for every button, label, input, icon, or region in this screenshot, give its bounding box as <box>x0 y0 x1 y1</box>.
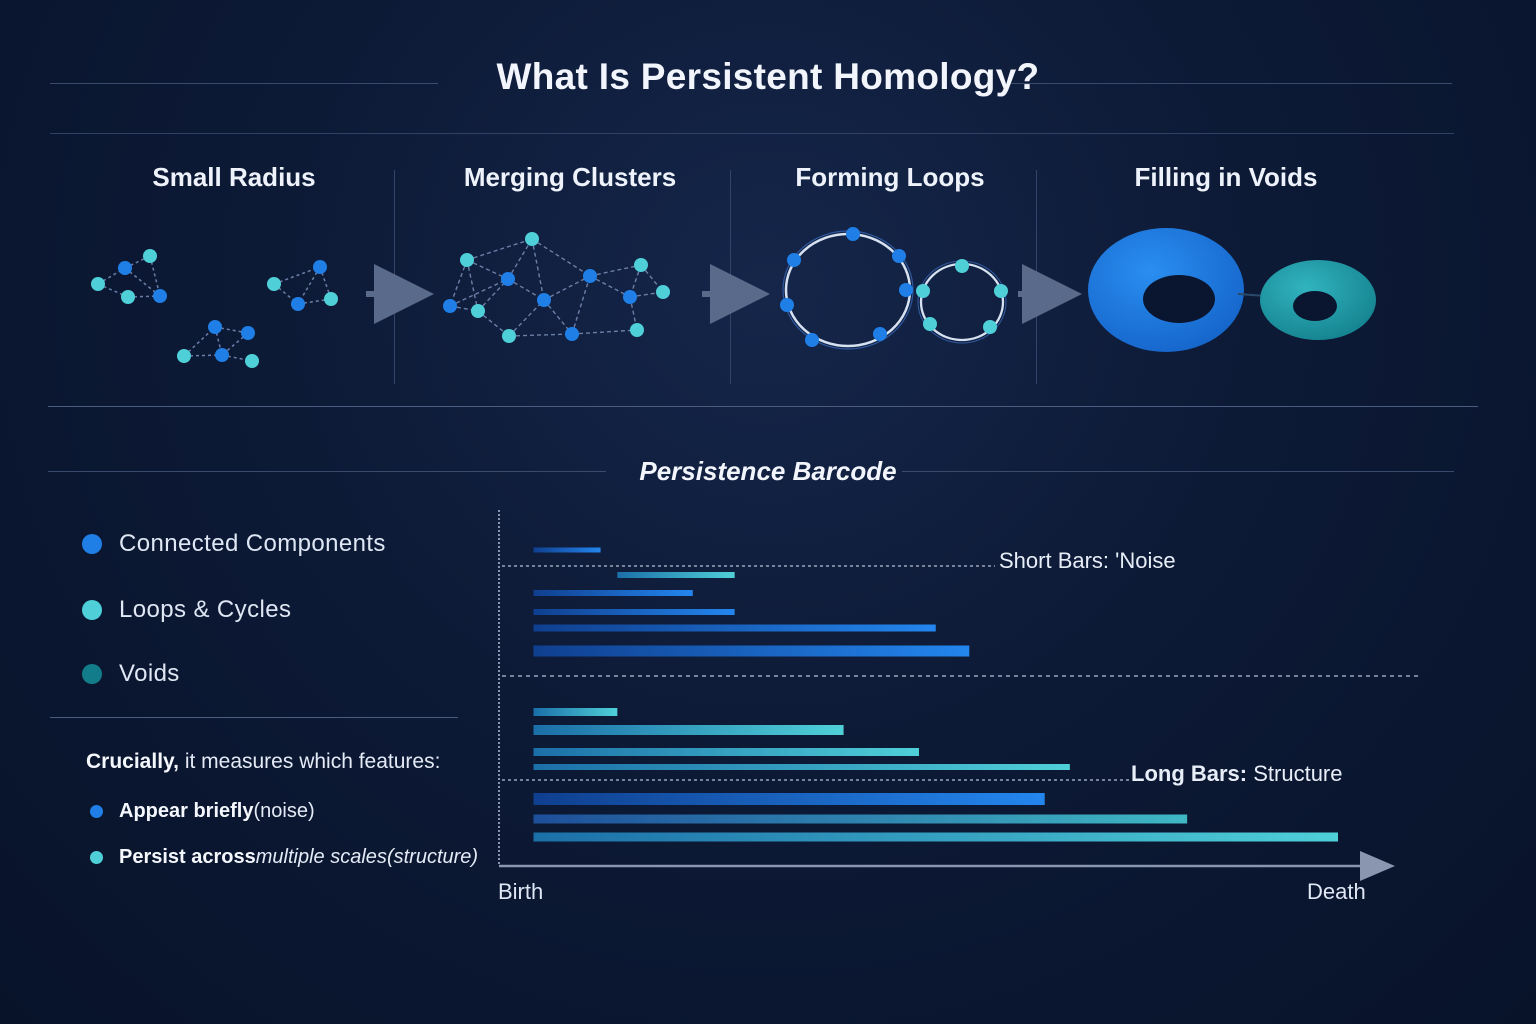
x-axis-birth-label: Birth <box>498 879 544 904</box>
bullet-dot <box>90 805 103 818</box>
legend-dot-components <box>82 534 102 554</box>
short-bars-annotation: Short Bars: 'Noise <box>999 548 1176 574</box>
legend-item-voids: Voids <box>82 654 180 694</box>
legend-label: Loops & Cycles <box>119 596 292 623</box>
legend-divider <box>50 717 458 718</box>
bullet-dot <box>90 851 103 864</box>
barcode-chart <box>498 510 1422 881</box>
barcode-bar-void <box>533 814 1188 824</box>
barcode-bar-component <box>533 547 601 553</box>
page-title: What Is Persistent Homology? <box>496 56 1040 97</box>
barcode-bar-component <box>533 793 1045 805</box>
barcode-bar-loop <box>533 708 618 716</box>
legend-label: Connected Components <box>119 530 386 557</box>
barcode-bar-loop <box>533 832 1338 842</box>
short-bars-label-bold: Short Bars: <box>999 548 1110 573</box>
item1-rest: (noise) <box>253 800 315 822</box>
long-bars-label-bold: Long Bars: <box>1131 761 1248 786</box>
long-bars-label-rest: Structure <box>1247 761 1343 786</box>
stage-title-filling-voids: Filling in Voids <box>1134 162 1318 192</box>
legend-dot-loops <box>82 600 102 620</box>
title-rule-right <box>1006 83 1452 84</box>
explanation-item-structure: Persist across multiple scales (structur… <box>90 846 478 869</box>
legend-item-loops: Loops & Cycles <box>82 590 291 630</box>
barcode-title: Persistence Barcode <box>639 456 897 486</box>
barcode-bar-component <box>533 609 735 615</box>
barcode-bar-component <box>533 590 693 596</box>
legend-item-components: Connected Components <box>82 524 386 564</box>
top-divider <box>50 133 1454 134</box>
explanation-lead-rest: it measures which features: <box>178 750 441 773</box>
explanation-item-noise: Appear briefly (noise) <box>90 800 315 823</box>
item2-bold: Persist across <box>119 846 256 868</box>
long-bars-annotation: Long Bars: Structure <box>1131 761 1343 787</box>
barcode-bar-loop <box>533 725 844 735</box>
item2-italic: multiple scales <box>255 846 387 868</box>
barcode-bar-component <box>533 645 970 657</box>
x-axis-death-label: Death <box>1307 879 1366 904</box>
legend-dot-voids <box>82 664 102 684</box>
merging-network-edges <box>449 238 664 337</box>
barcode-bars <box>533 547 1338 842</box>
small-radius-points <box>91 249 338 368</box>
barcode-bar-loop <box>533 748 919 756</box>
legend-label: Voids <box>119 660 180 687</box>
item2-rest: (structure) <box>386 846 479 868</box>
barcode-rule-right <box>902 471 1454 472</box>
stage-title-small-radius: Small Radius <box>152 162 316 192</box>
barcode-bar-loop <box>617 572 735 578</box>
filtration-illustrations <box>91 227 1376 368</box>
merging-network-points <box>443 232 670 343</box>
item1-bold: Appear briefly <box>119 800 254 822</box>
explanation-lead: Crucially, it measures which features: <box>86 750 440 774</box>
barcode-rule-left <box>48 471 606 472</box>
short-bars-label-rest: 'Noise <box>1109 548 1176 573</box>
section-divider <box>48 406 1478 407</box>
stage-title-forming-loops: Forming Loops <box>795 162 985 192</box>
barcode-bar-component <box>533 624 936 632</box>
barcode-bar-loop <box>533 764 1070 770</box>
stage-title-merging-clusters: Merging Clusters <box>463 162 677 192</box>
filled-voids <box>1088 228 1376 352</box>
title-rule-left <box>50 83 438 84</box>
loops <box>780 227 1008 350</box>
explanation-lead-bold: Crucially, <box>86 750 179 773</box>
